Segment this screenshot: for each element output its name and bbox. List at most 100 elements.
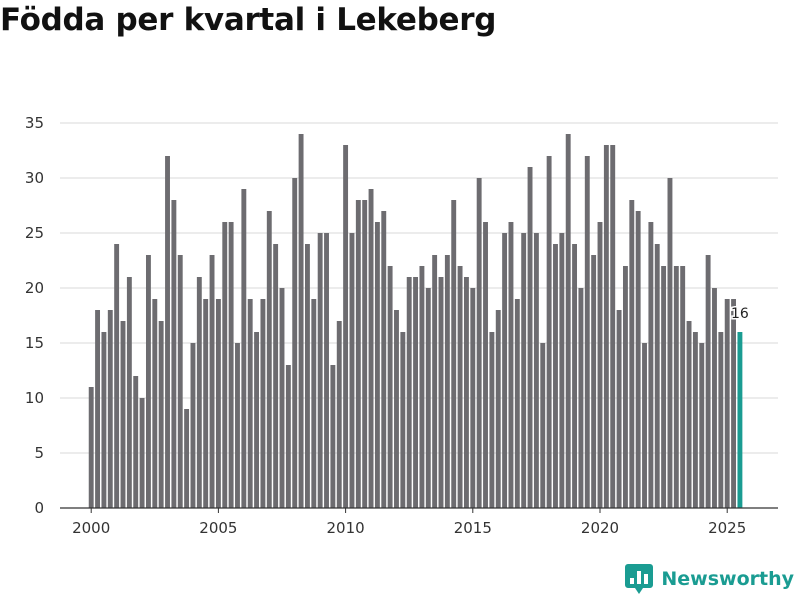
bar	[661, 266, 667, 508]
bar	[476, 178, 482, 508]
bar	[553, 244, 558, 508]
bar	[635, 211, 641, 508]
bar	[184, 409, 190, 508]
bar	[241, 189, 247, 508]
bar	[203, 299, 209, 508]
bar	[521, 233, 527, 508]
bar	[343, 145, 349, 508]
bar	[642, 343, 647, 508]
y-tick-label: 30	[25, 169, 44, 187]
axes	[60, 507, 778, 513]
y-tick-label: 5	[34, 444, 44, 462]
bar	[527, 167, 533, 508]
bar	[171, 200, 177, 508]
bar	[673, 266, 679, 508]
bar	[254, 332, 260, 508]
brand-logo[interactable]: Newsworthy	[625, 564, 794, 594]
bar	[712, 288, 717, 508]
bar	[724, 299, 730, 508]
bar	[355, 200, 361, 508]
bar	[432, 255, 438, 508]
bar-chart-logo-icon	[625, 564, 654, 594]
bar	[273, 244, 279, 508]
bar	[368, 189, 374, 508]
bar	[235, 343, 240, 508]
bar	[222, 222, 228, 508]
bar	[298, 134, 304, 508]
bar	[190, 343, 196, 508]
bar	[451, 200, 457, 508]
x-tick-label: 2000	[72, 519, 110, 537]
bar	[209, 255, 215, 508]
bar	[158, 321, 164, 508]
bar	[731, 299, 737, 508]
bar	[680, 266, 686, 508]
bar	[572, 244, 578, 508]
bar	[126, 277, 132, 508]
bar	[145, 255, 151, 508]
bar	[699, 343, 705, 508]
bar	[177, 255, 183, 508]
bar	[165, 156, 170, 508]
x-tick-label: 2020	[581, 519, 619, 537]
bar	[88, 387, 94, 508]
x-tick-label: 2015	[454, 519, 492, 537]
bar	[228, 222, 234, 508]
bar	[95, 310, 101, 508]
bar	[215, 299, 221, 508]
bar	[133, 376, 139, 508]
bar	[463, 277, 469, 508]
bar	[425, 288, 431, 508]
bar	[565, 134, 571, 508]
bar	[107, 310, 113, 508]
latest-value-label: 16	[731, 306, 749, 322]
brand-name: Newsworthy	[661, 568, 794, 590]
bar	[667, 178, 673, 508]
bar	[514, 299, 520, 508]
y-tick-label: 15	[25, 334, 44, 352]
bar	[279, 288, 285, 508]
bar	[457, 266, 463, 508]
bar	[324, 233, 329, 508]
bar	[584, 156, 590, 508]
bar	[508, 222, 514, 508]
y-tick-label: 10	[25, 389, 44, 407]
bar	[266, 211, 272, 508]
bars	[88, 134, 743, 508]
bar	[648, 222, 654, 508]
bar	[349, 233, 355, 508]
x-tick-label: 2010	[327, 519, 365, 537]
bar	[139, 398, 145, 508]
bar	[374, 222, 380, 508]
bar	[330, 365, 336, 508]
bar	[285, 365, 291, 508]
bar	[400, 332, 406, 508]
bar	[394, 310, 399, 508]
bar	[406, 277, 412, 508]
bar	[336, 321, 342, 508]
bar	[686, 321, 692, 508]
bar	[152, 299, 158, 508]
bar	[629, 200, 635, 508]
bar	[260, 299, 266, 508]
bar	[591, 255, 597, 508]
bar	[196, 277, 202, 508]
bar	[120, 321, 126, 508]
bar	[419, 266, 425, 508]
bar	[317, 233, 323, 508]
bar	[654, 244, 660, 508]
bar	[438, 277, 444, 508]
bar	[470, 288, 476, 508]
y-tick-label: 0	[34, 499, 44, 517]
bar	[502, 233, 508, 508]
x-tick-label: 2005	[199, 519, 237, 537]
y-tick-label: 20	[25, 279, 44, 297]
bar	[692, 332, 698, 508]
bar	[597, 222, 603, 508]
bar	[540, 343, 546, 508]
bar	[387, 266, 393, 508]
bar	[622, 266, 628, 508]
bar	[546, 156, 552, 508]
